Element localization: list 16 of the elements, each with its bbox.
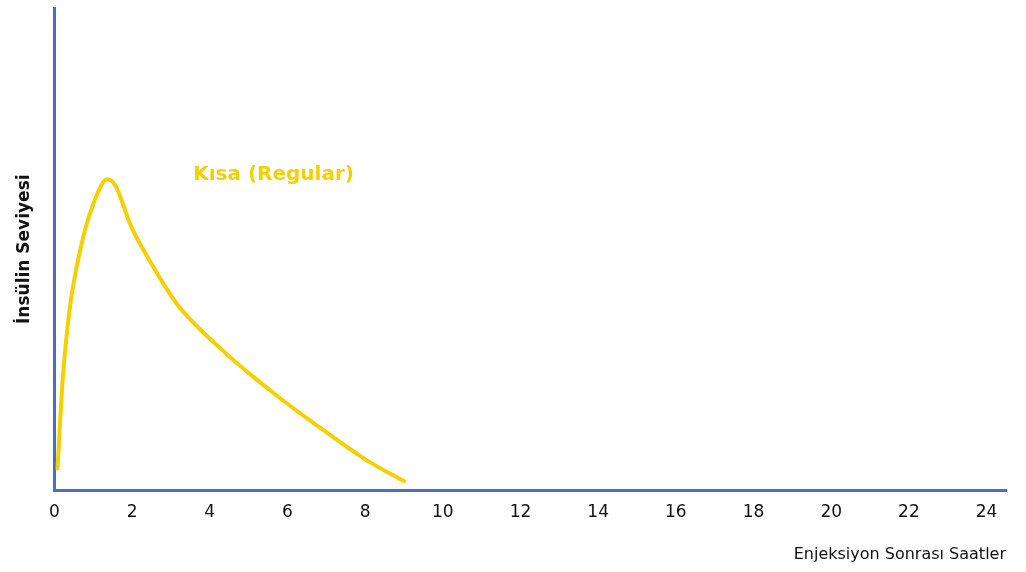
x-tick-label: 6 bbox=[282, 501, 293, 522]
x-tick-label: 0 bbox=[48, 501, 60, 522]
x-tick-label: 14 bbox=[587, 501, 609, 522]
y-axis-title: İnsülin Seviyesi bbox=[11, 174, 33, 324]
x-tick-label: 10 bbox=[431, 501, 454, 522]
x-tick-label: 24 bbox=[975, 501, 998, 522]
x-tick-label: 18 bbox=[742, 501, 765, 522]
x-tick-label: 16 bbox=[665, 501, 687, 522]
text: Kısa (Regular) bbox=[193, 161, 354, 186]
x-tick-label: 2 bbox=[126, 501, 138, 522]
x-tick-label: 12 bbox=[509, 501, 532, 522]
x-axis-title: Enjeksiyon Sonrası Saatler bbox=[793, 543, 1007, 563]
x-tick-label: 8 bbox=[359, 501, 371, 522]
x-tick-label: 22 bbox=[898, 501, 920, 522]
x-tick-label: 4 bbox=[204, 501, 216, 522]
x-tick-label: 20 bbox=[820, 501, 843, 522]
